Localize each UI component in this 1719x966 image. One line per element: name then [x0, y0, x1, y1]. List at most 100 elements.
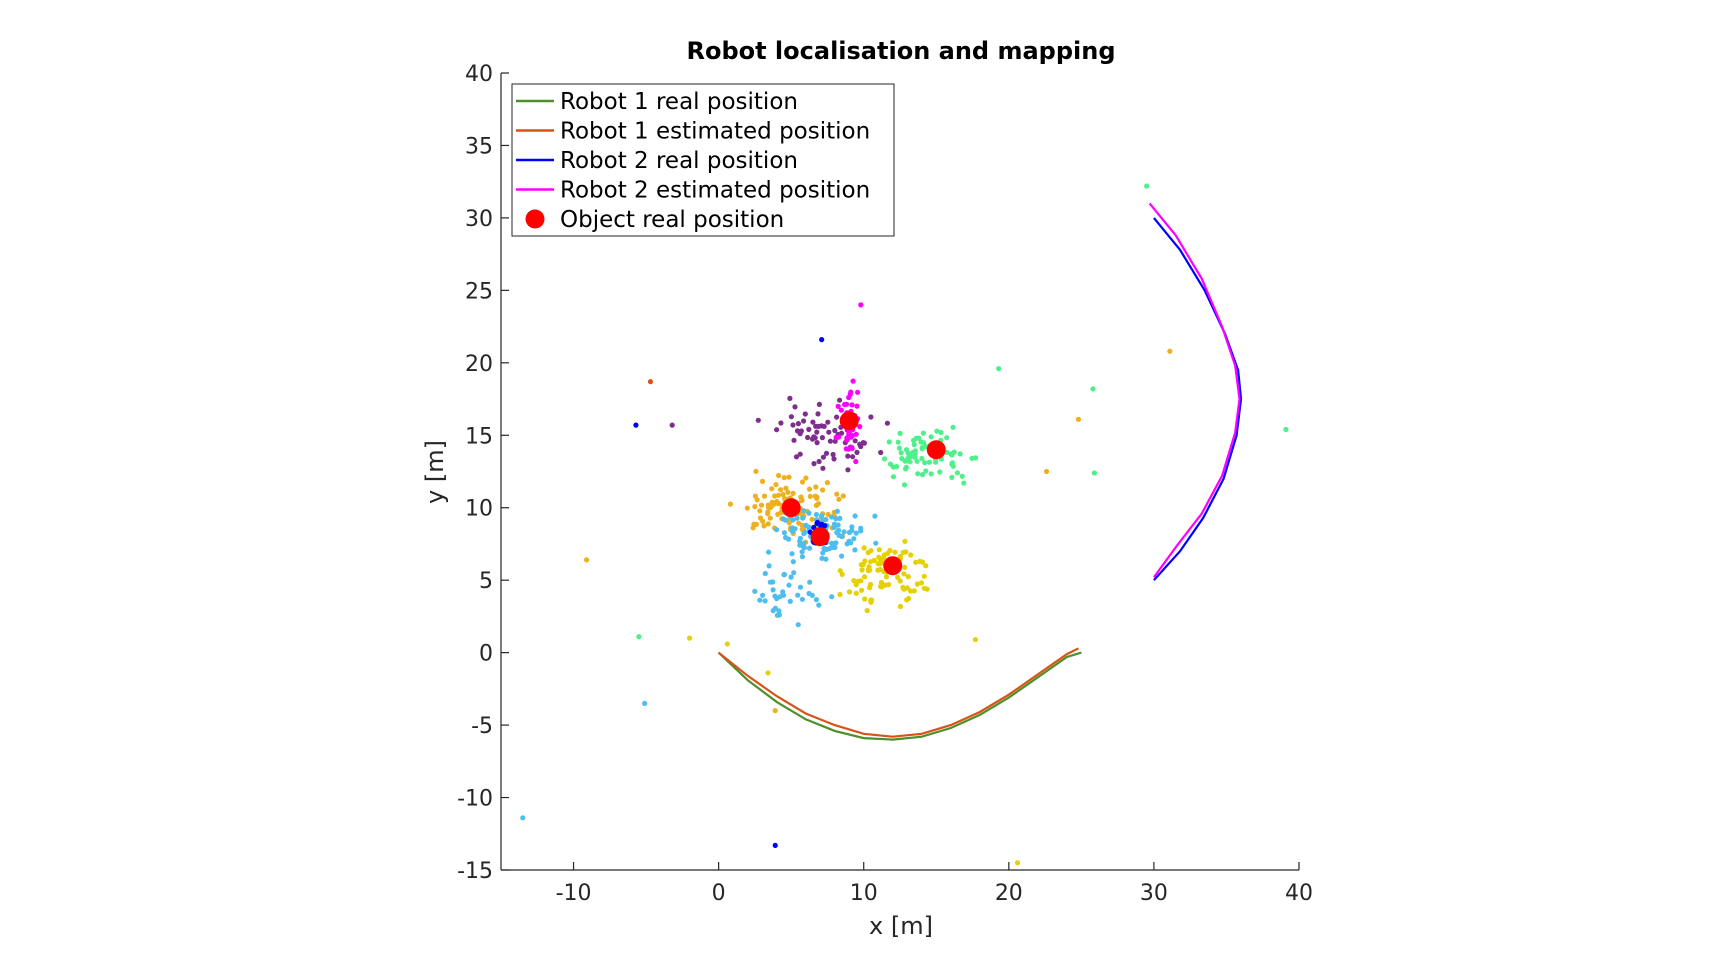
estimate-point — [886, 582, 892, 588]
x-tick-label: 30 — [1140, 881, 1168, 906]
estimate-point — [799, 549, 805, 555]
estimate-point — [810, 419, 816, 425]
estimate-point — [902, 538, 908, 544]
estimate-point — [792, 526, 798, 532]
estimate-point — [753, 468, 759, 474]
estimate-point — [781, 572, 787, 578]
estimate-point — [820, 465, 826, 471]
estimate-point — [806, 426, 812, 432]
y-tick-label: 10 — [465, 497, 493, 522]
estimate-point — [914, 458, 920, 464]
estimate-point — [868, 597, 875, 603]
estimate-point — [774, 527, 780, 533]
estimate-point — [794, 515, 800, 521]
estimate-point — [834, 414, 840, 420]
estimate-point — [846, 429, 853, 435]
estimate-point — [795, 622, 801, 628]
estimate-point — [867, 585, 873, 591]
estimate-point — [806, 590, 812, 597]
estimate-point — [776, 472, 782, 479]
estimate-point — [834, 508, 841, 514]
estimate-point — [824, 480, 831, 486]
estimate-point — [957, 451, 963, 457]
estimate-point — [853, 590, 859, 596]
estimate-point — [876, 554, 882, 560]
object-marker — [883, 556, 903, 576]
legend-swatch — [525, 209, 545, 229]
estimate-point — [919, 472, 926, 478]
estimate-point — [894, 463, 900, 470]
estimate-point — [907, 459, 913, 465]
estimate-point — [921, 585, 928, 591]
estimate-point — [813, 511, 820, 518]
estimate-point — [642, 700, 648, 706]
estimate-point — [881, 552, 887, 558]
estimate-point — [837, 568, 843, 574]
estimate-point — [790, 559, 796, 565]
estimate-point — [853, 530, 859, 536]
estimate-point — [790, 517, 796, 523]
estimate-point — [897, 553, 904, 559]
estimate-point — [819, 423, 825, 429]
estimate-point — [799, 522, 805, 528]
estimate-point — [687, 635, 693, 641]
estimate-point — [805, 434, 811, 441]
estimate-point — [830, 451, 836, 458]
estimate-point — [910, 450, 916, 456]
estimate-point — [813, 484, 819, 490]
y-axis-label: y [m] — [421, 440, 449, 504]
estimate-point — [791, 570, 797, 576]
series-line — [1148, 202, 1241, 578]
estimate-point — [802, 411, 808, 417]
estimate-point — [937, 469, 943, 475]
estimate-point — [819, 555, 825, 561]
estimate-point — [819, 435, 826, 441]
estimate-point — [897, 430, 903, 436]
estimate-point — [797, 431, 803, 437]
estimate-point — [772, 605, 779, 611]
estimate-point — [911, 437, 917, 443]
estimate-point — [786, 474, 792, 480]
estimate-point — [846, 589, 853, 595]
series-line — [1153, 217, 1243, 581]
estimate-point — [844, 541, 850, 547]
estimate-point — [809, 516, 815, 522]
estimate-point — [820, 487, 826, 493]
estimate-point — [795, 421, 802, 427]
estimate-point — [800, 515, 806, 521]
x-tick-label: 20 — [995, 881, 1023, 906]
estimate-point — [961, 480, 967, 486]
estimate-point — [831, 456, 837, 462]
estimate-point — [786, 520, 792, 526]
object-marker — [781, 498, 801, 518]
estimate-point — [895, 439, 901, 445]
estimate-point — [908, 552, 914, 558]
estimate-point — [767, 515, 773, 521]
estimate-point — [761, 523, 767, 529]
estimate-point — [890, 474, 897, 480]
estimate-point — [807, 579, 813, 585]
object-marker — [839, 411, 859, 431]
estimate-point — [812, 435, 818, 441]
estimate-point — [758, 502, 765, 508]
y-tick-label: -5 — [471, 714, 493, 739]
estimate-point — [820, 454, 827, 460]
estimate-point — [765, 502, 771, 508]
estimate-point — [813, 597, 820, 603]
estimate-point — [633, 422, 639, 428]
estimate-point — [832, 544, 838, 551]
estimate-point — [881, 456, 888, 462]
estimate-point — [814, 429, 820, 435]
estimate-point — [1167, 348, 1173, 354]
y-tick-label: 35 — [465, 134, 493, 159]
estimate-point — [852, 547, 858, 553]
chart-title: Robot localisation and mapping — [686, 37, 1115, 65]
estimate-point — [903, 549, 909, 555]
estimate-point — [853, 458, 859, 465]
object-markers — [781, 411, 946, 576]
estimate-point — [816, 401, 823, 407]
estimate-point — [647, 379, 654, 385]
estimate-point — [801, 418, 807, 424]
estimate-point — [878, 583, 884, 590]
